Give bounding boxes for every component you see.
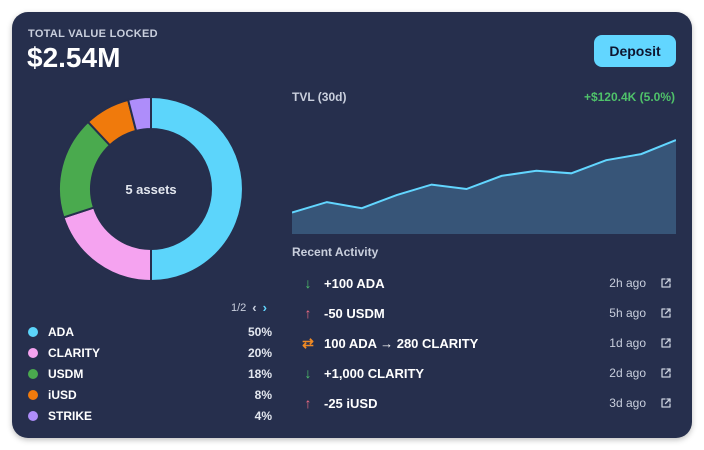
- pager-indicator: 1/2: [231, 301, 247, 314]
- legend-dot: [28, 347, 38, 358]
- tvl-line: [292, 139, 676, 214]
- legend-item: STRIKE 4%: [28, 405, 272, 426]
- tvl-chart-change: +$120.4K (5.0%): [583, 90, 675, 104]
- arrow-down-icon: ↓: [304, 365, 312, 381]
- arrow-up-icon: ↑: [304, 395, 312, 411]
- activity-text: +1,000 CLARITY: [324, 365, 425, 381]
- legend-item: CLARITY 20%: [28, 342, 272, 363]
- legend-percent: 18%: [247, 366, 272, 381]
- activity-time: 1d ago: [609, 336, 646, 350]
- legend-pager: 1/2 ‹ ›: [231, 301, 267, 314]
- activity-text: +100 ADA: [324, 275, 385, 291]
- legend-percent: 50%: [247, 324, 272, 339]
- pager-next-icon[interactable]: ›: [262, 300, 267, 315]
- legend-name: iUSD: [48, 387, 77, 402]
- tvl-card: TOTAL VALUE LOCKED $2.54M Deposit 5 asse…: [12, 12, 692, 438]
- legend-name: STRIKE: [48, 408, 93, 423]
- tvl-area-chart: [292, 139, 676, 234]
- legend-dot: [28, 368, 38, 379]
- tvl-label: TOTAL VALUE LOCKED: [28, 28, 158, 40]
- legend-percent: 8%: [254, 387, 272, 402]
- tvl-area-fill: [292, 140, 676, 234]
- activity-item: ⇄ 100 ADA → 280 CLARITY 1d ago: [292, 328, 676, 358]
- external-link-icon[interactable]: [656, 366, 676, 380]
- activity-time: 2h ago: [609, 276, 646, 290]
- pager-prev-icon[interactable]: ‹: [252, 300, 257, 315]
- legend-name: USDM: [48, 366, 84, 381]
- tvl-chart-title: TVL (30d): [292, 90, 347, 104]
- tvl-value: $2.54M: [27, 42, 121, 73]
- activity-time: 5h ago: [609, 306, 646, 320]
- legend-percent: 20%: [247, 345, 272, 360]
- arrow-up-icon: ↑: [304, 305, 312, 321]
- legend-percent: 4%: [254, 408, 272, 423]
- legend-dot: [28, 326, 38, 337]
- activity-time: 2d ago: [609, 366, 646, 380]
- asset-legend: ADA 50% CLARITY 20% USDM 18% iUSD 8% STRIKE 4%: [28, 321, 272, 426]
- activity-text: -25 iUSD: [324, 395, 378, 411]
- donut-center-label: 5 assets: [125, 182, 176, 197]
- external-link-icon[interactable]: [656, 336, 676, 350]
- recent-activity-title: Recent Activity: [292, 245, 379, 259]
- asset-donut-chart: 5 assets: [58, 96, 244, 282]
- legend-item: USDM 18%: [28, 363, 272, 384]
- legend-name: CLARITY: [48, 345, 100, 360]
- activity-text: -50 USDM: [324, 305, 385, 321]
- legend-dot: [28, 410, 38, 421]
- activity-item: ↓ +100 ADA 2h ago: [292, 268, 676, 298]
- activity-item: ↑ -50 USDM 5h ago: [292, 298, 676, 328]
- activity-list: ↓ +100 ADA 2h ago ↑ -50 USDM 5h ago ⇄ 100 ADA →…: [292, 268, 676, 418]
- donut-slice-strike: [126, 96, 152, 133]
- activity-time: 3d ago: [609, 396, 646, 410]
- external-link-icon[interactable]: [656, 276, 676, 290]
- activity-item: ↓ +1,000 CLARITY 2d ago: [292, 358, 676, 388]
- activity-text: 100 ADA → 280 CLARITY: [324, 335, 479, 351]
- external-link-icon[interactable]: [656, 396, 676, 410]
- donut-slice-ada: [150, 96, 244, 282]
- legend-dot: [28, 389, 38, 400]
- legend-item: iUSD 8%: [28, 384, 272, 405]
- swap-icon: ⇄: [302, 334, 314, 351]
- legend-name: ADA: [48, 324, 74, 339]
- external-link-icon[interactable]: [656, 306, 676, 320]
- activity-item: ↑ -25 iUSD 3d ago: [292, 388, 676, 418]
- donut-slice-clarity: [62, 206, 152, 282]
- deposit-button[interactable]: Deposit: [594, 35, 676, 67]
- legend-item: ADA 50%: [28, 321, 272, 342]
- arrow-down-icon: ↓: [304, 275, 312, 291]
